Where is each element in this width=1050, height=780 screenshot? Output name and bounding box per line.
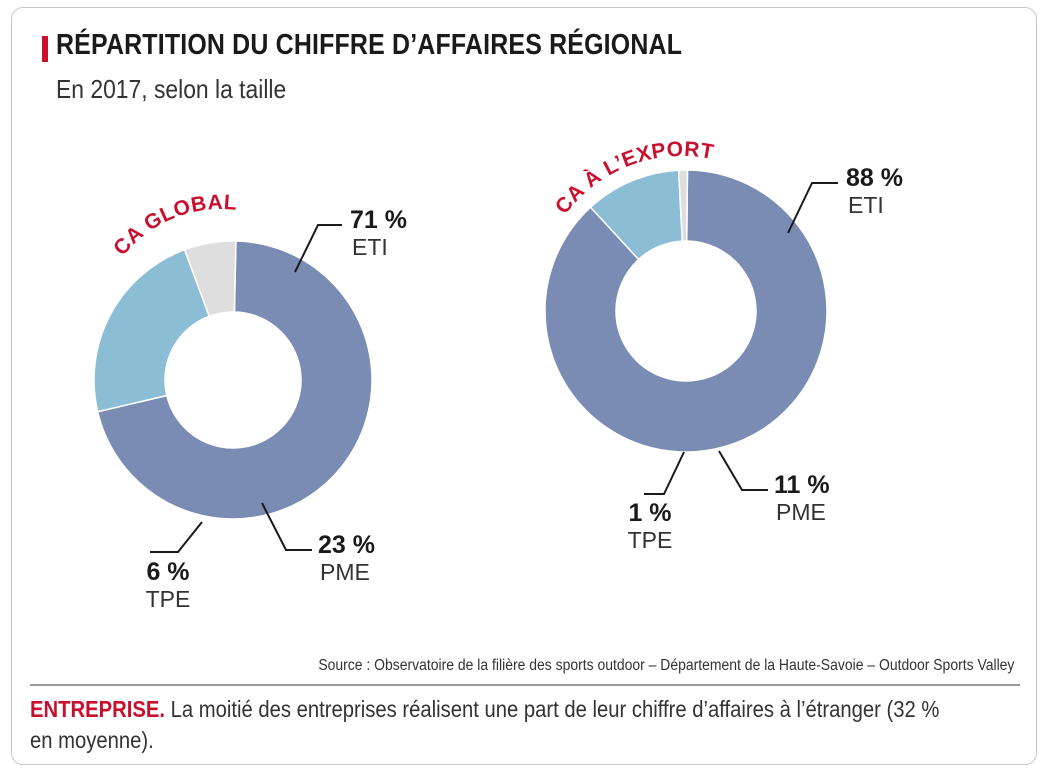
chart-subtitle: En 2017, selon la taille	[56, 74, 287, 104]
category-label-pme: PME	[776, 499, 826, 525]
leader-line-eti	[294, 224, 342, 273]
infographic-card: RÉPARTITION DU CHIFFRE D’AFFAIRES RÉGION…	[11, 7, 1037, 765]
leader-line-tpe	[644, 451, 685, 495]
chart-title: RÉPARTITION DU CHIFFRE D’AFFAIRES RÉGION…	[56, 29, 683, 61]
title-accent-bar	[42, 36, 48, 62]
value-label-pme: 23 %	[318, 531, 375, 559]
leader-line-pme	[261, 502, 312, 551]
source-note: Source : Observatoire de la filière des …	[317, 657, 1014, 674]
leader-line-tpe	[150, 521, 203, 553]
value-label-tpe: 6 %	[146, 558, 189, 586]
segment-eti	[96, 240, 373, 520]
value-label-pme: 11 %	[774, 471, 830, 499]
category-label-eti: ETI	[352, 234, 388, 260]
footnote-keyword: ENTREPRISE.	[30, 696, 165, 722]
footnote-text: La moitié des entreprises réalisent une …	[30, 696, 940, 753]
segment-eti	[544, 169, 828, 453]
segment-tpe	[677, 169, 689, 242]
donut-ca-global: 71 %ETI 23 %PME 6 %TPE	[93, 206, 407, 612]
leader-line-eti	[787, 182, 838, 234]
segment-tpe	[183, 240, 237, 318]
footnote: ENTREPRISE. La moitié des entreprises ré…	[30, 694, 963, 756]
category-label-tpe: TPE	[628, 527, 673, 553]
leader-line-pme	[718, 450, 768, 491]
divider	[30, 684, 1020, 686]
value-label-tpe: 1 %	[628, 499, 671, 527]
donut-ca-export: 88 %ETI 11 %PME 1 %TPE	[544, 164, 903, 553]
value-label-eti: 88 %	[846, 164, 903, 192]
value-label-eti: 71 %	[350, 206, 407, 234]
category-label-eti: ETI	[848, 192, 884, 218]
segment-pme	[93, 248, 211, 413]
category-label-pme: PME	[320, 559, 370, 585]
category-label-tpe: TPE	[146, 586, 191, 612]
